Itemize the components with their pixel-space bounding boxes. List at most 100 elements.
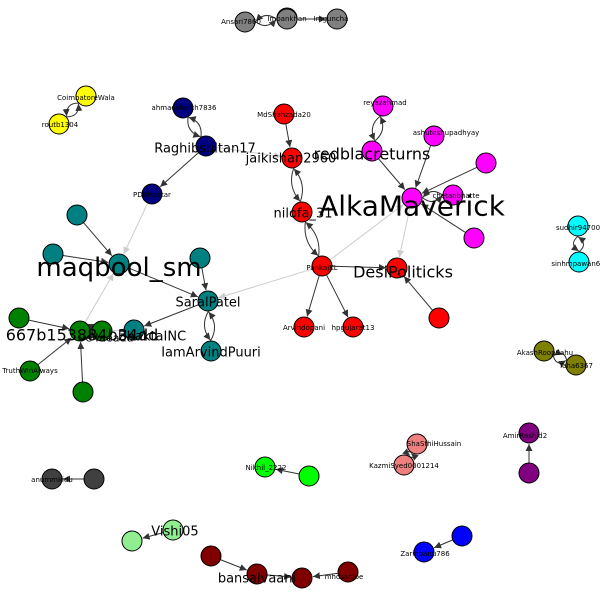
- node-truth[interactable]: [19, 360, 41, 382]
- node-hp[interactable]: [342, 316, 364, 338]
- node-mag2[interactable]: [463, 227, 485, 249]
- node-desi[interactable]: [386, 257, 408, 279]
- edge-pankaj-arvind: [305, 275, 320, 317]
- node-redx[interactable]: [428, 307, 450, 329]
- edge-t3-saral: [201, 267, 209, 291]
- node-label-vishi: Vishi05: [151, 525, 198, 540]
- edge-bansal-bn2: [220, 559, 247, 571]
- node-label-raghib: Raghibsultan17: [154, 142, 256, 157]
- node-label-reyaz: reyazahmad: [363, 99, 406, 107]
- node-label-truth: TruthWinAlways: [1, 367, 58, 375]
- edge-pdb-maq: [123, 202, 149, 255]
- node-g1[interactable]: [8, 307, 30, 329]
- edge-mdsh-jaik: [285, 123, 293, 148]
- node-label-saral: SaralPatel: [175, 296, 240, 311]
- node-akash[interactable]: [533, 340, 555, 362]
- edge-bn2-bn3: [266, 572, 292, 580]
- node-t1[interactable]: [66, 204, 88, 226]
- edge-g3-g667: [77, 341, 85, 383]
- node-imbank[interactable]: [276, 8, 298, 30]
- node-sudhir[interactable]: [567, 215, 589, 237]
- node-bn3[interactable]: [291, 567, 313, 589]
- node-vi2[interactable]: [121, 530, 143, 552]
- node-t4[interactable]: [123, 319, 145, 341]
- node-jaik[interactable]: [281, 147, 303, 169]
- node-kazmi[interactable]: [393, 454, 415, 476]
- node-mhd[interactable]: [337, 561, 359, 583]
- node-label-iam: IamArvindPuuri: [161, 346, 261, 361]
- edge-truth-g667: [37, 337, 72, 366]
- node-label-akash: AkashRoopSahu: [517, 349, 573, 357]
- node-label-routb: routb1304: [42, 121, 79, 129]
- node-label-imbank: Imbankhan: [267, 15, 306, 23]
- node-srshi[interactable]: [406, 433, 428, 455]
- edge-layer: [28, 13, 587, 580]
- node-ashu[interactable]: [423, 125, 445, 147]
- node-chet[interactable]: [442, 184, 464, 206]
- node-label-kazmi: KazmiSyed0001214: [369, 462, 439, 470]
- node-gunchu[interactable]: [326, 8, 348, 30]
- node-reyaz[interactable]: [372, 95, 394, 117]
- edge-chet-alka: [422, 189, 444, 198]
- node-bn2[interactable]: [246, 563, 268, 585]
- node-label-pdb: PDBhaskar: [133, 191, 171, 199]
- node-bansal[interactable]: [200, 545, 222, 567]
- node-bl2[interactable]: [451, 525, 473, 547]
- edge-raghib-ahmad: [188, 116, 202, 138]
- edge-maq-saral: [128, 267, 199, 298]
- node-label-g667: 667b153884b34dd: [6, 326, 159, 345]
- node-taha[interactable]: [565, 354, 587, 376]
- node-g3[interactable]: [72, 381, 94, 403]
- node-nikhil[interactable]: [254, 456, 276, 478]
- node-routb[interactable]: [48, 113, 70, 135]
- node-raghib[interactable]: [195, 135, 217, 157]
- node-mdsh[interactable]: [273, 103, 295, 125]
- node-label-ahmad: ahmadsheikh7836: [152, 104, 217, 112]
- edge-redbl-reyaz: [374, 116, 387, 142]
- node-mag1[interactable]: [475, 152, 497, 174]
- node-nk2[interactable]: [298, 465, 320, 487]
- node-amir[interactable]: [518, 422, 540, 444]
- node-arvind[interactable]: [293, 316, 315, 338]
- node-label-mdsh: MdShahzada20: [257, 111, 311, 119]
- edge-alka-desi: [397, 207, 411, 258]
- node-label-pankaj: PankajKL: [306, 264, 337, 272]
- node-ansari[interactable]: [234, 11, 256, 33]
- node-nilofa[interactable]: [291, 201, 313, 223]
- node-coimb[interactable]: [75, 85, 97, 107]
- node-amir2[interactable]: [518, 462, 540, 484]
- node-vishi[interactable]: [162, 519, 184, 541]
- edge-reyaz-redbl: [368, 115, 381, 141]
- node-label-inc: BhaktaINC: [118, 330, 186, 345]
- node-anumm[interactable]: [41, 468, 63, 490]
- edge-mag1-alka: [421, 166, 478, 194]
- node-gp2[interactable]: [91, 320, 113, 342]
- node-t2[interactable]: [42, 243, 64, 265]
- node-g667[interactable]: [69, 320, 91, 342]
- node-an2[interactable]: [83, 468, 105, 490]
- edge-ahmad-raghib: [187, 116, 201, 138]
- node-iam[interactable]: [200, 340, 222, 362]
- node-pdb[interactable]: [141, 183, 163, 205]
- node-pankaj[interactable]: [311, 255, 333, 277]
- edge-coimb-routb: [62, 102, 80, 117]
- node-alka[interactable]: [401, 187, 423, 209]
- node-label-chet: chetanbhatte: [432, 192, 479, 200]
- node-label-taha: Taha6367: [558, 362, 593, 370]
- node-label-ansari: Ansari7860: [221, 18, 261, 26]
- node-redbl[interactable]: [361, 140, 383, 162]
- edge-raghib-pdb: [159, 152, 199, 188]
- node-t3[interactable]: [189, 247, 211, 269]
- node-label-hp: hpgujarat13: [332, 324, 375, 332]
- edge-g667-maq: [84, 273, 114, 323]
- edge-iam-saral: [208, 311, 216, 342]
- node-saral[interactable]: [197, 290, 219, 312]
- edge-pankaj-hp: [326, 274, 349, 318]
- node-ahmad[interactable]: [172, 97, 194, 119]
- edge-sudhir-sinh: [570, 235, 579, 252]
- node-sinh[interactable]: [568, 251, 590, 273]
- edge-redbl-alka: [378, 158, 406, 190]
- node-maq[interactable]: [108, 253, 130, 275]
- label-layer: Ansari7860 Imbankhan Imguncha CoimbatoreWal…: [1, 15, 600, 587]
- node-zarin[interactable]: [413, 541, 435, 563]
